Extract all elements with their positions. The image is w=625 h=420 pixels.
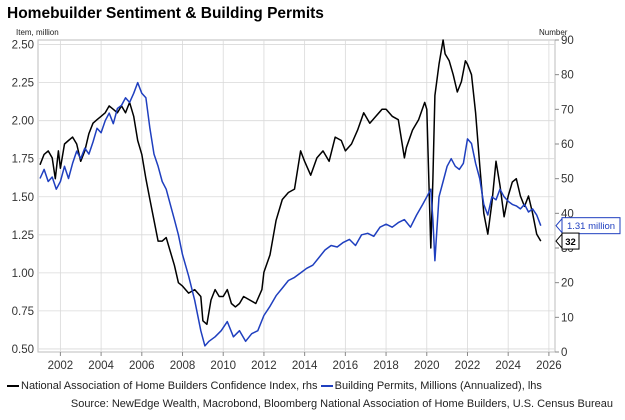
x-tick-label: 2008	[170, 360, 196, 372]
y-left-tick-label: 2.25	[12, 78, 34, 90]
x-tick-label: 2016	[333, 360, 359, 372]
x-tick-label: 2022	[455, 360, 481, 372]
callout-box-permits	[561, 217, 621, 235]
x-tick-label: 2020	[414, 360, 440, 372]
y-left-tick-label: 1.00	[12, 268, 34, 280]
y-right-tick-label: 10	[561, 312, 574, 324]
series-line-builders-confidence	[39, 39, 542, 326]
y-left-tick-label: 0.75	[12, 306, 34, 318]
y-right-tick-label: 50	[561, 174, 574, 186]
x-tick-label: 2006	[129, 360, 155, 372]
callout-label-permits: 1.31 million	[567, 221, 615, 232]
y-left-tick-label: 1.50	[12, 192, 34, 204]
source-note: Source: NewEdge Wealth, Macrobond, Bloom…	[70, 398, 613, 410]
y-left-tick-label: 0.50	[12, 344, 34, 356]
right-axis-unit: Number	[539, 28, 568, 37]
legend-label-builders: National Association of Home Builders Co…	[21, 380, 318, 393]
x-tick-label: 2018	[373, 360, 399, 372]
callout-pointer-builders	[555, 232, 563, 250]
y-left-tick-label: 2.50	[12, 40, 34, 52]
chart-plot: 0.50 0.75 1.00 1.25 1.50 1.75 2.00 2.25 2.50 0 10 2…	[12, 35, 621, 372]
series-line-building-permits	[39, 81, 542, 347]
chart-title: Homebuilder Sentiment & Building Permits	[7, 5, 324, 22]
callout-label-builders: 32	[565, 237, 576, 248]
legend: National Association of Home Builders Co…	[7, 380, 542, 392]
y-right-tick-label: 90	[561, 35, 574, 47]
y-left-tick-label: 1.25	[12, 230, 34, 242]
x-tick-label: 2024	[495, 360, 521, 372]
callout-box-builders	[561, 232, 580, 250]
callout-pointer-permits	[555, 217, 563, 235]
legend-item-builders: National Association of Home Builders Co…	[7, 380, 318, 392]
y-right-tick-label: 0	[561, 347, 567, 359]
y-right-tick-label: 80	[561, 70, 574, 82]
x-tick-label: 2004	[88, 360, 114, 372]
x-tick-label: 2002	[48, 360, 74, 372]
x-tick-label: 2026	[536, 360, 562, 372]
x-tick-label: 2010	[210, 360, 236, 372]
legend-swatch-builders	[7, 385, 19, 388]
legend-item-permits: Building Permits, Millions (Annualized),…	[320, 380, 542, 393]
plot-frame	[37, 39, 556, 353]
legend-label-permits: Building Permits, Millions (Annualized),…	[334, 380, 542, 393]
y-left-tick-label: 2.00	[12, 116, 34, 128]
x-tick-label: 2012	[251, 360, 277, 372]
y-right-tick-label: 20	[561, 278, 574, 290]
legend-swatch-permits	[320, 385, 333, 388]
left-axis-unit: Item, million	[16, 28, 59, 37]
y-right-tick-label: 70	[561, 104, 574, 116]
y-left-tick-label: 1.75	[12, 154, 34, 166]
y-right-tick-label: 60	[561, 139, 574, 151]
x-tick-label: 2014	[292, 360, 318, 372]
